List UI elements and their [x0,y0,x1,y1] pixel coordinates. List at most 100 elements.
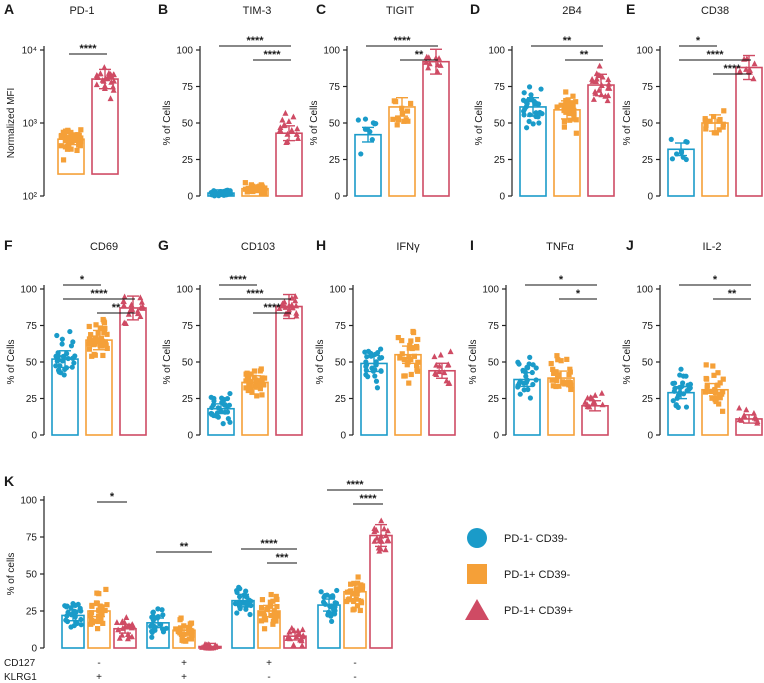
y-axis-label: % of Cells [474,100,485,145]
data-point [102,325,108,332]
data-point [556,383,562,389]
data-point [408,371,414,378]
data-point [59,336,65,342]
data-point [441,369,448,376]
data-point [270,598,276,604]
data-point [293,312,300,319]
data-point [551,370,557,376]
panel-letter: J [626,237,634,253]
y-tick-label: 0 [187,431,193,442]
data-point [437,351,444,358]
data-point [568,386,574,393]
panel-title: PD-1 [69,5,94,17]
data-point [384,527,391,534]
data-point [525,365,531,371]
data-point [53,363,59,369]
data-point [680,380,686,386]
significance-stars: ** [112,302,121,314]
data-point [716,401,722,407]
data-point [521,112,527,118]
data-point [125,311,132,317]
data-point [66,138,72,145]
data-point [596,62,603,69]
y-tick-label: 0 [31,431,37,442]
data-point [524,125,530,131]
data-point [290,641,297,648]
y-tick-label: 75 [488,321,500,332]
y-tick-label: 50 [329,119,341,130]
data-point [102,341,108,348]
y-tick-label: 75 [26,321,38,332]
y-tick-label: 25 [26,394,38,405]
data-point [251,374,257,380]
y-tick-label: 50 [642,119,654,130]
data-point [264,606,270,613]
y-tick-label: 100 [20,285,37,296]
data-point [78,127,84,133]
data-point [98,335,104,341]
data-point [377,545,384,552]
data-point [605,84,612,91]
data-point [720,376,726,382]
data-point [292,297,299,304]
data-point [279,116,286,123]
data-point [432,370,439,376]
data-point [234,610,240,616]
data-point [425,64,432,71]
klrg1-value: - [267,672,270,683]
data-point [329,618,335,624]
data-point [68,343,75,349]
data-point [354,580,361,586]
data-point [390,116,396,122]
data-point [215,414,221,420]
significance-stars: **** [263,302,281,314]
data-point [70,339,76,345]
data-point [93,600,100,606]
data-point [378,538,385,544]
data-point [208,394,214,400]
data-point [415,359,421,365]
data-point [134,310,141,317]
data-point [88,613,94,619]
data-point [687,385,693,391]
panel-letter: B [158,1,168,17]
data-point [101,330,107,336]
data-point [219,395,225,401]
data-point [415,336,421,343]
data-point [362,116,369,122]
data-point [708,388,714,395]
y-axis-label: % of Cells [162,100,173,145]
data-point [92,618,98,624]
data-point [604,97,611,104]
data-point [177,630,183,636]
data-point [549,377,555,383]
y-tick-label: 75 [182,321,194,332]
data-point [62,138,68,144]
data-point [355,587,361,593]
data-point [703,375,709,382]
data-point [138,298,145,305]
data-point [214,410,221,416]
y-axis-label: Normalized MFI [6,88,17,159]
data-point [121,619,128,626]
y-axis-label: % of Cells [6,339,17,384]
data-point [261,626,268,632]
data-point [605,92,612,99]
data-point [253,377,259,383]
data-point [592,88,599,95]
data-point [362,349,368,355]
data-point [260,610,267,616]
data-point [399,337,405,344]
y-tick-label: 100 [636,285,653,296]
data-point [675,404,681,410]
data-point [64,135,70,141]
group-0: * - + [61,491,137,683]
significance-stars: **** [706,49,724,61]
cd127-value: - [353,658,356,669]
data-point [538,86,544,92]
data-point [721,108,727,114]
data-point [553,383,559,390]
y-tick-label: 100 [329,285,346,296]
data-point [243,385,249,391]
